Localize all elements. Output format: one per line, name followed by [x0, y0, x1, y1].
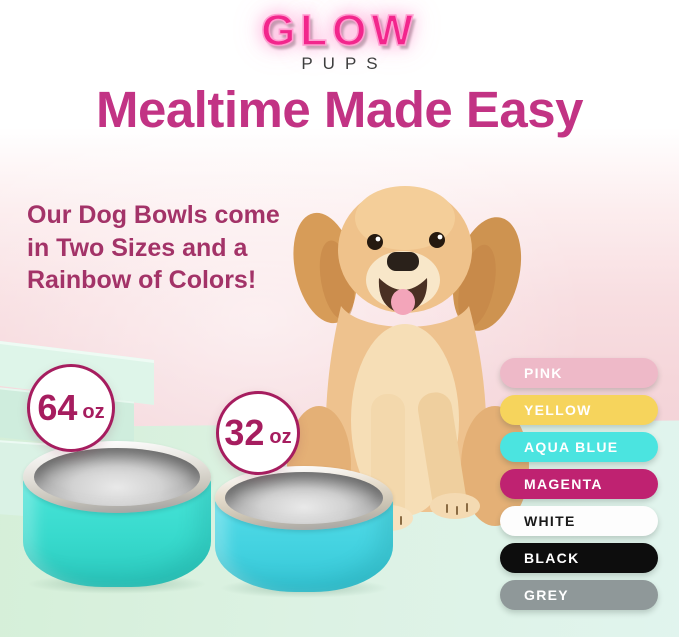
color-swatch-pink: PINK: [500, 358, 658, 388]
dog-bowl-64oz: [23, 441, 211, 594]
color-swatch-label: PINK: [524, 365, 563, 381]
color-swatch-black: BLACK: [500, 543, 658, 573]
bowl-steel-interior: [225, 472, 383, 524]
dog-bowl-32oz: [215, 466, 393, 598]
brand-header: GLOW PUPS: [0, 5, 679, 74]
color-swatch-label: WHITE: [524, 513, 576, 529]
tagline: Our Dog Bowls come in Two Sizes and a Ra…: [27, 199, 280, 297]
color-swatch-grey: GREY: [500, 580, 658, 610]
color-list: PINK YELLOW AQUA BLUE MAGENTA WHITE BLACK GREY: [500, 358, 658, 617]
size-badge-32oz: 32 oz: [216, 391, 300, 475]
color-swatch-aqua-blue: AQUA BLUE: [500, 432, 658, 462]
color-swatch-label: GREY: [524, 587, 569, 603]
size-value: 32: [224, 412, 265, 453]
tagline-line-3: Rainbow of Colors!: [27, 266, 257, 294]
color-swatch-label: YELLOW: [524, 402, 592, 418]
brand-logo: GLOW: [260, 5, 418, 56]
brand-logo-subtitle: PUPS: [301, 54, 388, 73]
tagline-line-2: in Two Sizes and a: [27, 233, 248, 262]
size-value: 64: [37, 387, 78, 428]
puppy-photo: [287, 186, 529, 531]
size-unit: oz: [82, 401, 105, 423]
color-swatch-label: BLACK: [524, 550, 580, 566]
size-badge-64oz: 64 oz: [27, 364, 115, 452]
size-unit: oz: [269, 426, 292, 448]
color-swatch-label: MAGENTA: [524, 476, 603, 492]
color-swatch-label: AQUA BLUE: [524, 439, 619, 455]
headline: Mealtime Made Easy: [95, 81, 584, 138]
tagline-line-1: Our Dog Bowls come: [27, 201, 280, 229]
color-swatch-yellow: YELLOW: [500, 395, 658, 425]
color-swatch-magenta: MAGENTA: [500, 469, 658, 499]
color-swatch-white: WHITE: [500, 506, 658, 536]
bowl-steel-interior: [34, 448, 200, 506]
